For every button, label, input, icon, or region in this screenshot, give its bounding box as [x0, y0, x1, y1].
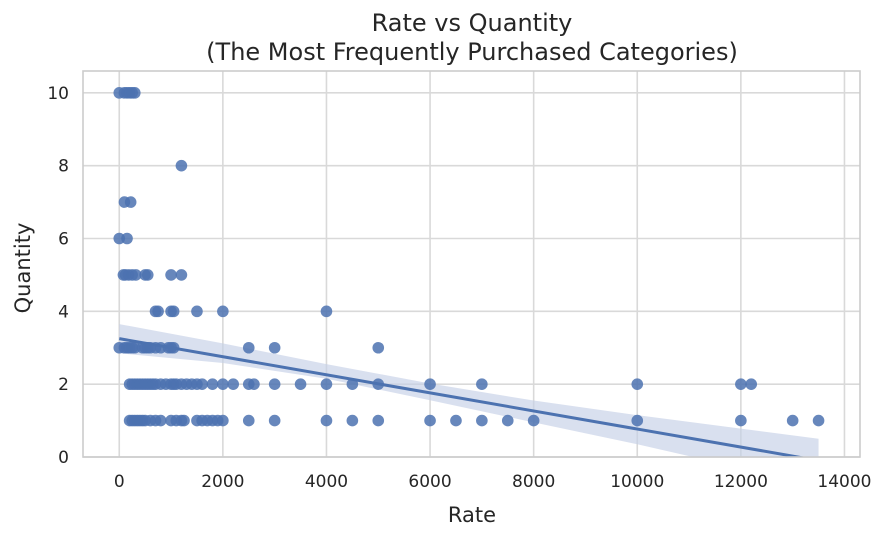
plot-border	[82, 70, 861, 458]
data-point	[424, 378, 436, 390]
confidence-band-layer	[119, 324, 819, 457]
data-point	[346, 414, 359, 427]
data-point	[268, 378, 281, 390]
data-point	[124, 196, 137, 208]
data-point	[476, 378, 488, 390]
data-point	[227, 378, 240, 390]
data-point	[735, 378, 747, 390]
confidence-band	[119, 324, 819, 457]
data-point	[631, 414, 644, 427]
data-point	[320, 305, 333, 318]
data-point	[424, 414, 436, 427]
data-points	[113, 87, 825, 427]
x-axis-ticks: 0 2000 4000 6000 8000 10000 12000 14000	[114, 472, 872, 492]
y-tick-label: 6	[58, 230, 69, 250]
y-tick-label: 8	[58, 157, 69, 177]
data-point	[167, 305, 180, 318]
data-point	[178, 414, 190, 427]
data-point	[372, 341, 385, 354]
data-point	[154, 414, 167, 427]
data-point	[217, 414, 229, 427]
data-point	[217, 378, 229, 390]
data-point	[268, 414, 281, 427]
data-point	[129, 87, 141, 99]
x-tick-label: 14000	[817, 472, 871, 492]
regression-line	[119, 337, 807, 457]
y-tick-label: 4	[58, 302, 69, 322]
x-tick-label: 6000	[408, 472, 451, 492]
x-tick-label: 0	[114, 472, 125, 492]
y-tick-label: 0	[58, 448, 69, 468]
x-axis-label: Rate	[448, 503, 496, 527]
data-point	[372, 414, 385, 427]
y-tick-label: 2	[58, 375, 69, 395]
regression-line-layer	[119, 337, 807, 457]
chart-title-line2: (The Most Frequently Purchased Categorie…	[206, 38, 738, 66]
data-point	[735, 414, 747, 427]
data-point	[242, 341, 255, 354]
data-point	[248, 378, 260, 390]
data-point	[165, 269, 177, 281]
data-point	[320, 414, 333, 427]
data-point	[812, 414, 825, 427]
data-point	[501, 414, 514, 427]
data-point	[320, 378, 333, 390]
y-axis-ticks: 0 2 4 6 8 10	[47, 84, 69, 468]
data-point	[217, 305, 229, 318]
data-point	[242, 414, 255, 427]
data-point	[206, 378, 219, 390]
data-point	[175, 269, 188, 281]
data-point	[121, 232, 133, 245]
x-tick-label: 12000	[714, 472, 768, 492]
data-point	[786, 414, 799, 427]
data-point	[294, 378, 307, 390]
data-point	[527, 414, 540, 427]
x-tick-label: 4000	[305, 472, 348, 492]
y-tick-label: 10	[47, 84, 69, 104]
data-point	[268, 341, 281, 354]
x-tick-label: 8000	[512, 472, 555, 492]
data-point	[476, 414, 488, 427]
data-point	[141, 269, 154, 281]
y-axis-label: Quantity	[11, 223, 35, 314]
chart-title-line1: Rate vs Quantity	[372, 9, 573, 37]
data-point	[152, 305, 164, 318]
x-tick-label: 10000	[610, 472, 664, 492]
data-point	[450, 414, 462, 427]
data-point	[196, 378, 208, 390]
data-point	[745, 378, 758, 390]
x-tick-label: 2000	[201, 472, 244, 492]
data-point	[631, 378, 644, 390]
data-point	[175, 159, 188, 172]
data-point	[191, 305, 203, 318]
data-point	[130, 269, 142, 281]
